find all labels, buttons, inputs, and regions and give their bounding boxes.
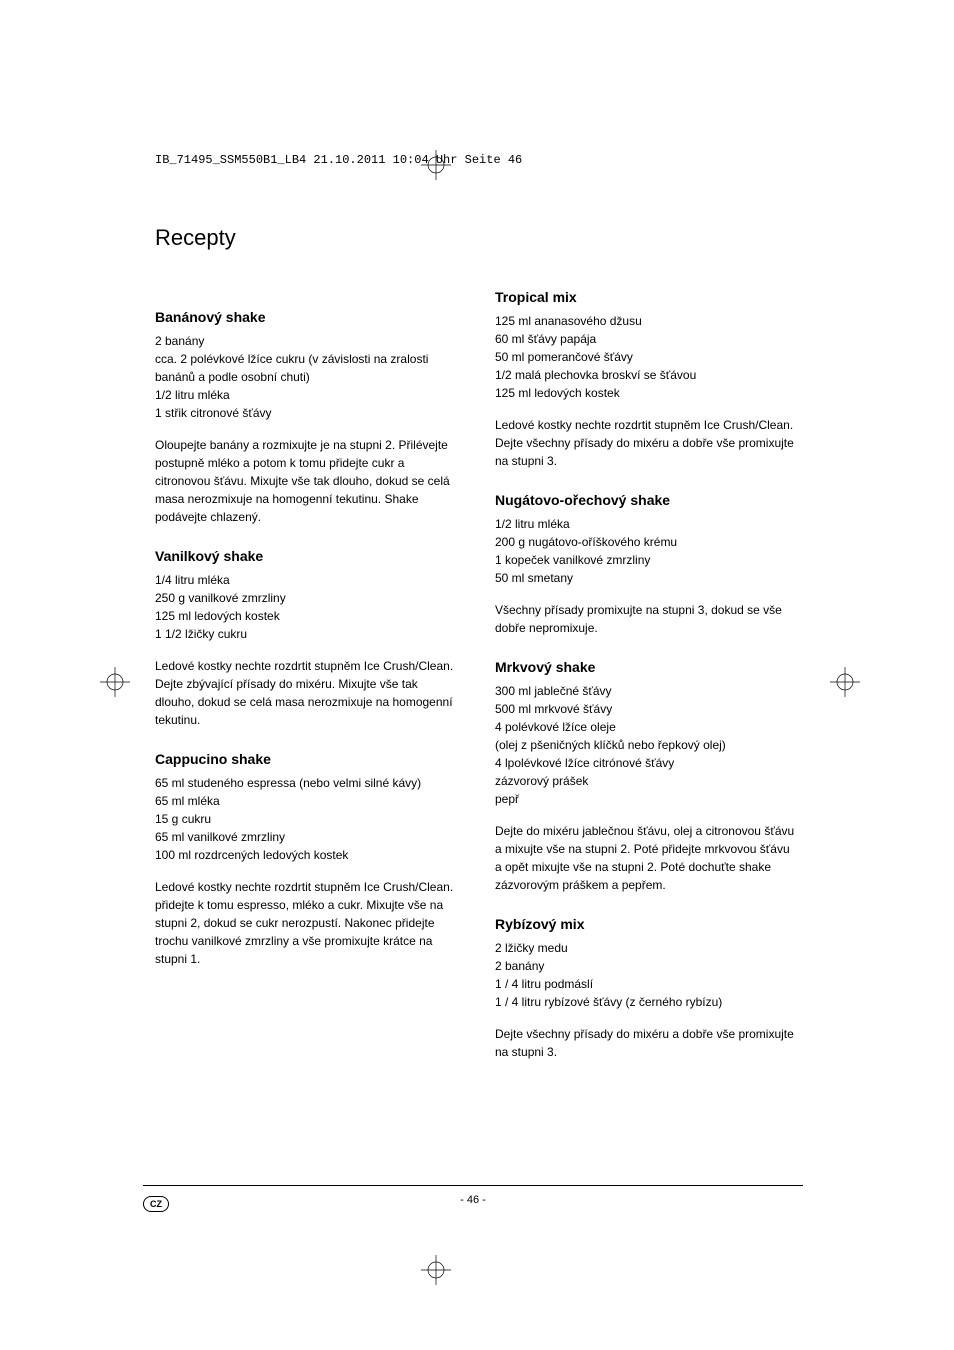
ingredient-line: 125 ml ledových kostek	[495, 384, 795, 402]
ingredient-line: 2 banány	[495, 957, 795, 975]
ingredient-line: zázvorový prášek	[495, 772, 795, 790]
print-header: IB_71495_SSM550B1_LB4 21.10.2011 10:04 U…	[155, 153, 522, 167]
ingredient-line: pepř	[495, 790, 795, 808]
ingredient-line: 4 polévkové lžíce oleje	[495, 718, 795, 736]
ingredient-line: 1/4 litru mléka	[155, 571, 455, 589]
ingredient-line: 1 / 4 litru rybízové šťávy (z černého ry…	[495, 993, 795, 1011]
recipe-instructions: Ledové kostky nechte rozdrtit stupněm Ic…	[155, 878, 455, 968]
recipe-title: Tropical mix	[495, 287, 795, 308]
ingredient-list: 1/4 litru mléka250 g vanilkové zmrzliny1…	[155, 571, 455, 643]
ingredient-list: 125 ml ananasového džusu60 ml šťávy papá…	[495, 312, 795, 402]
ingredient-line: 125 ml ananasového džusu	[495, 312, 795, 330]
ingredient-line: 300 ml jablečné šťávy	[495, 682, 795, 700]
registration-mark-icon	[421, 150, 451, 180]
language-badge: CZ	[143, 1196, 169, 1212]
recipe-title: Rybízový mix	[495, 914, 795, 935]
registration-mark-icon	[421, 1255, 451, 1285]
ingredient-line: 1/2 malá plechovka broskví se šťávou	[495, 366, 795, 384]
recipe-instructions: Dejte všechny přísady do mixéru a dobře …	[495, 1025, 795, 1061]
recipe-instructions: Ledové kostky nechte rozdrtit stupněm Ic…	[155, 657, 455, 729]
ingredient-list: 1/2 litru mléka200 g nugátovo-oříškového…	[495, 515, 795, 587]
ingredient-line: 65 ml studeného espressa (nebo velmi sil…	[155, 774, 455, 792]
ingredient-line: 60 ml šťávy papája	[495, 330, 795, 348]
ingredient-list: 2 lžičky medu2 banány1 / 4 litru podmásl…	[495, 939, 795, 1011]
ingredient-list: 300 ml jablečné šťávy500 ml mrkvové šťáv…	[495, 682, 795, 808]
ingredient-line: 125 ml ledových kostek	[155, 607, 455, 625]
left-column: Banánový shake 2 banánycca. 2 polévkové …	[155, 287, 455, 968]
recipe-instructions: Všechny přísady promixujte na stupni 3, …	[495, 601, 795, 637]
ingredient-line: cca. 2 polévkové lžíce cukru (v závislos…	[155, 350, 455, 386]
recipe-title: Cappucino shake	[155, 749, 455, 770]
recipe-instructions: Oloupejte banány a rozmixujte je na stup…	[155, 436, 455, 526]
ingredient-line: 50 ml smetany	[495, 569, 795, 587]
page-footer: CZ - 46 -	[143, 1185, 803, 1206]
ingredient-line: 100 ml rozdrcených ledových kostek	[155, 846, 455, 864]
ingredient-line: 2 lžičky medu	[495, 939, 795, 957]
ingredient-line: 65 ml vanilkové zmrzliny	[155, 828, 455, 846]
ingredient-line: 500 ml mrkvové šťávy	[495, 700, 795, 718]
recipe-instructions: Dejte do mixéru jablečnou šťávu, olej a …	[495, 822, 795, 894]
ingredient-line: 1 / 4 litru podmáslí	[495, 975, 795, 993]
ingredient-line: 1/2 litru mléka	[155, 386, 455, 404]
ingredient-line: 1 1/2 lžičky cukru	[155, 625, 455, 643]
ingredient-line: 65 ml mléka	[155, 792, 455, 810]
right-column: Tropical mix 125 ml ananasového džusu60 …	[495, 287, 795, 1061]
ingredient-line: 1 kopeček vanilkové zmrzliny	[495, 551, 795, 569]
ingredient-line: 250 g vanilkové zmrzliny	[155, 589, 455, 607]
ingredient-line: 2 banány	[155, 332, 455, 350]
page-number: - 46 -	[460, 1194, 486, 1206]
ingredient-list: 65 ml studeného espressa (nebo velmi sil…	[155, 774, 455, 864]
recipe-title: Banánový shake	[155, 307, 455, 328]
recipe-title: Nugátovo-ořechový shake	[495, 490, 795, 511]
ingredient-line: 1 střik citronové šťávy	[155, 404, 455, 422]
ingredient-line: (olej z pšeničných klíčků nebo řepkový o…	[495, 736, 795, 754]
main-heading: Recepty	[155, 225, 795, 251]
registration-mark-icon	[830, 667, 860, 697]
ingredient-line: 15 g cukru	[155, 810, 455, 828]
registration-mark-icon	[100, 667, 130, 697]
ingredient-line: 200 g nugátovo-oříškového krému	[495, 533, 795, 551]
recipe-instructions: Ledové kostky nechte rozdrtit stupněm Ic…	[495, 416, 795, 470]
ingredient-list: 2 banánycca. 2 polévkové lžíce cukru (v …	[155, 332, 455, 422]
ingredient-line: 4 lpolévkové lžíce citrónové šťávy	[495, 754, 795, 772]
ingredient-line: 50 ml pomerančové šťávy	[495, 348, 795, 366]
recipe-title: Vanilkový shake	[155, 546, 455, 567]
ingredient-line: 1/2 litru mléka	[495, 515, 795, 533]
page-content: Recepty Banánový shake 2 banánycca. 2 po…	[155, 225, 795, 1061]
recipe-title: Mrkvový shake	[495, 657, 795, 678]
